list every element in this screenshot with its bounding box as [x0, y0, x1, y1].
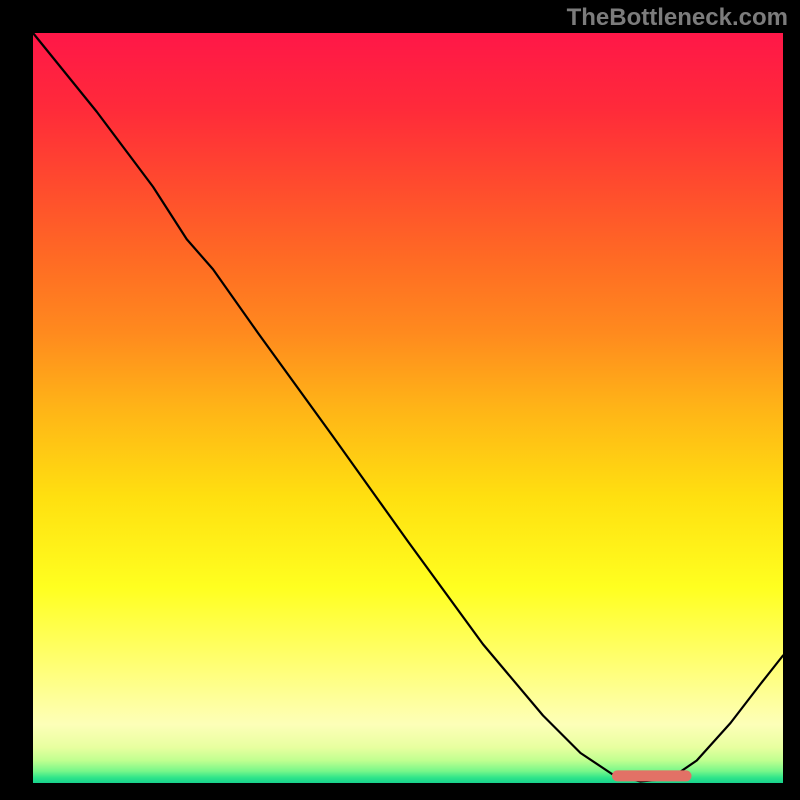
gradient-heatmap — [33, 33, 783, 783]
chart-container: TheBottleneck.com — [0, 0, 800, 800]
optimal-range-marker — [612, 770, 692, 781]
watermark-text: TheBottleneck.com — [567, 4, 788, 32]
bottleneck-chart — [0, 0, 800, 800]
